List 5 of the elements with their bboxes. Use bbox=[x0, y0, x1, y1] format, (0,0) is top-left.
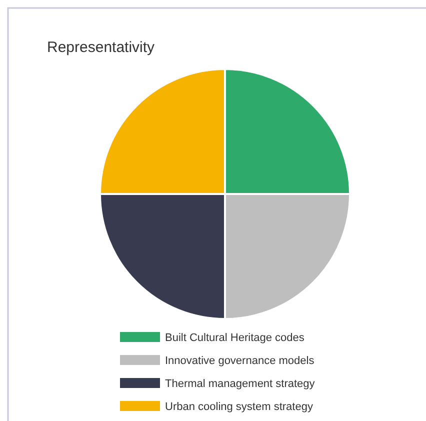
chart-title: Representativity bbox=[47, 39, 156, 56]
legend-label: Urban cooling system strategy bbox=[165, 401, 314, 413]
legend-label: Innovative governance models bbox=[165, 355, 315, 367]
legend-label: Thermal management strategy bbox=[165, 378, 316, 390]
legend-label: Built Cultural Heritage codes bbox=[165, 332, 305, 344]
